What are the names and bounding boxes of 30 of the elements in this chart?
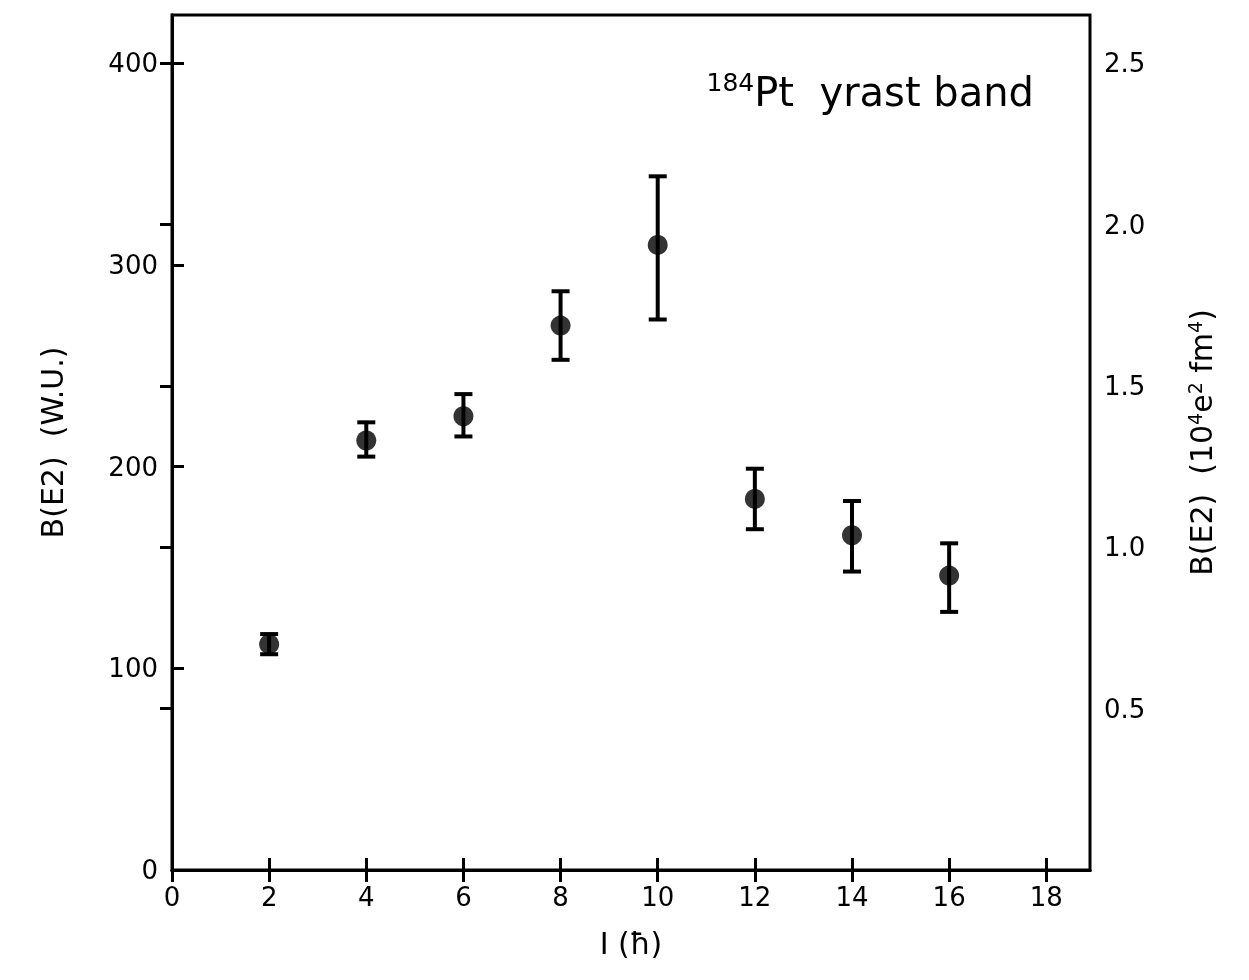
x-tick-label: 6 [455, 882, 472, 912]
y-tick-label: 300 [108, 250, 158, 281]
x-tick-label: 8 [552, 882, 569, 912]
y2-tick-label: 0.5 [1104, 693, 1146, 724]
y2-tick-label: 2.0 [1104, 209, 1146, 240]
x-tick-label: 18 [1029, 882, 1063, 912]
x-tick-label: 16 [932, 882, 966, 912]
y-tick-label: 0 [141, 855, 158, 885]
point [647, 234, 668, 255]
y-axis-title: B(E2) (W.U.) [34, 346, 70, 539]
y2-axis-title: B(E2) (104e2 fm4) [1183, 309, 1219, 576]
x-axis-title: I (ħ) [599, 925, 663, 961]
point [356, 430, 377, 451]
point [939, 565, 960, 586]
y2-tick-label: 2.5 [1104, 48, 1146, 79]
point [453, 406, 474, 427]
y2-tick-label: 1.5 [1104, 371, 1146, 402]
x-tick-label: 0 [163, 882, 181, 912]
x-tick-label: 4 [358, 882, 375, 912]
x-tick-label: 2 [260, 882, 278, 912]
point [550, 315, 571, 336]
point [744, 488, 765, 509]
y2-tick-label: 1.0 [1104, 532, 1146, 563]
x-tick-label: 10 [641, 882, 675, 912]
x-tick-label: 14 [835, 882, 869, 912]
point [842, 525, 862, 546]
y-tick-label: 400 [108, 48, 158, 79]
y-tick-label: 200 [108, 451, 158, 482]
y-tick-label: 100 [108, 653, 158, 684]
x-tick-label: 12 [738, 882, 772, 912]
